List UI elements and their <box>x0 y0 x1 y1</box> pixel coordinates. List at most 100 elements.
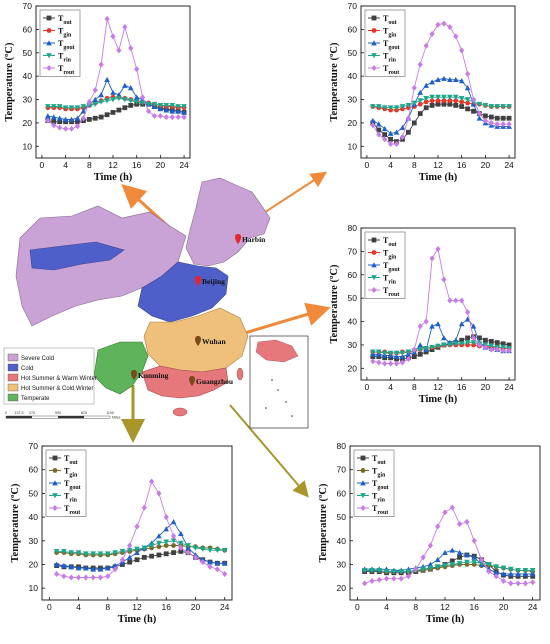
data-point <box>200 559 206 566</box>
x-tick-label: 4 <box>63 160 68 170</box>
y-tick-label: 50 <box>337 512 347 522</box>
climate-legend-label: Hot Summer & Warm Winter <box>21 376 97 382</box>
data-point <box>458 95 465 102</box>
data-point <box>170 533 177 540</box>
data-point <box>399 104 406 110</box>
data-point <box>185 543 191 549</box>
x-tick-label: 16 <box>457 160 467 170</box>
data-point <box>92 101 99 108</box>
legend-swatch-marker <box>360 468 366 473</box>
data-point <box>471 559 478 565</box>
data-point <box>471 108 476 114</box>
data-point <box>387 130 394 136</box>
chart-bottom-left-svg: 0 4 8 12 16 20 24 10 20 30 40 50 60 70 Time (h) Tempera… <box>10 441 233 625</box>
x-axis-label: Time (h) <box>94 172 133 183</box>
y-tick-label: 40 <box>348 317 358 327</box>
data-point <box>62 116 69 122</box>
data-point <box>68 125 75 132</box>
data-point <box>68 116 75 122</box>
data-point <box>435 94 441 100</box>
data-point <box>427 565 434 571</box>
data-point <box>442 509 448 516</box>
data-point <box>417 101 423 107</box>
data-point <box>207 563 213 570</box>
data-point <box>97 566 104 572</box>
legend-swatch-marker <box>371 237 377 243</box>
data-point <box>163 539 170 545</box>
data-point <box>459 47 465 54</box>
climate-legend-swatch <box>7 373 19 382</box>
data-point <box>465 70 471 77</box>
data-point <box>530 579 536 586</box>
legend-label: Trin <box>383 52 397 64</box>
y-tick-label: 80 <box>337 441 347 451</box>
city-marker-guangzhou: Guangzhou <box>189 376 233 386</box>
data-point <box>75 574 82 581</box>
data-point <box>393 353 400 360</box>
y-tick-label: 40 <box>23 71 33 81</box>
data-point <box>417 61 423 68</box>
data-point <box>151 112 158 119</box>
scale-tick-label: 137.5 <box>15 411 24 415</box>
axis-ticks: 0 4 8 12 16 20 24 20 30 40 50 60 70 80 <box>337 441 538 612</box>
series-line <box>364 549 533 575</box>
chart-bottom-right-svg: 0 4 8 12 16 20 24 20 30 40 50 60 70 80 Time (h) Tempera… <box>318 441 541 625</box>
legend-label: Tgin <box>58 27 72 39</box>
data-point <box>442 563 448 569</box>
data-point <box>381 125 388 132</box>
axis-ticks: 0 4 8 12 16 20 24 10 20 30 40 50 60 70 <box>23 1 190 170</box>
data-point <box>429 102 435 108</box>
y-tick-label: 80 <box>348 223 358 233</box>
data-point <box>382 132 388 138</box>
data-point <box>80 108 87 114</box>
city-label: Kunming <box>138 371 169 380</box>
data-point <box>156 544 162 550</box>
chart-top-left-svg: 0 4 8 12 16 20 24 10 20 30 40 50 60 70 Time (h) Tempera… <box>4 1 191 183</box>
data-point <box>441 98 447 104</box>
data-point <box>393 105 400 111</box>
legend-swatch-marker <box>360 505 366 511</box>
data-point <box>53 549 60 555</box>
data-point <box>453 98 459 104</box>
data-point <box>423 105 429 111</box>
data-point <box>458 341 465 347</box>
data-point <box>181 109 187 115</box>
data-point <box>393 129 400 135</box>
data-point <box>387 350 394 356</box>
data-point <box>477 335 482 341</box>
data-point <box>420 566 426 572</box>
legend-label: Trout <box>64 504 80 516</box>
data-point <box>413 566 419 573</box>
data-point <box>122 82 128 88</box>
x-tick-label: 24 <box>220 602 230 612</box>
legend-swatch-marker <box>371 250 377 255</box>
data-point <box>104 76 110 83</box>
series-t-rin <box>370 94 512 111</box>
data-point <box>506 104 512 110</box>
series-line <box>364 564 533 573</box>
data-point <box>482 113 488 119</box>
zone-temperate <box>93 341 149 395</box>
data-point <box>128 45 134 52</box>
data-point <box>157 106 164 112</box>
data-point <box>459 99 465 105</box>
x-tick-label: 12 <box>433 160 443 170</box>
data-point <box>459 337 465 343</box>
data-point <box>476 341 483 348</box>
y-tick-label: 70 <box>23 1 33 11</box>
series-t-rin <box>53 538 228 557</box>
data-point <box>464 518 470 525</box>
legend-swatch-marker <box>371 53 377 59</box>
data-point <box>370 349 376 355</box>
data-point <box>369 578 375 585</box>
data-point <box>163 526 170 532</box>
data-point <box>494 115 500 121</box>
series-line <box>47 78 185 120</box>
data-point <box>163 514 169 521</box>
legend-label: Trin <box>372 492 386 504</box>
city-label: Wuhan <box>202 337 226 346</box>
data-point <box>452 337 459 343</box>
data-point <box>214 547 221 554</box>
data-point <box>171 543 176 548</box>
